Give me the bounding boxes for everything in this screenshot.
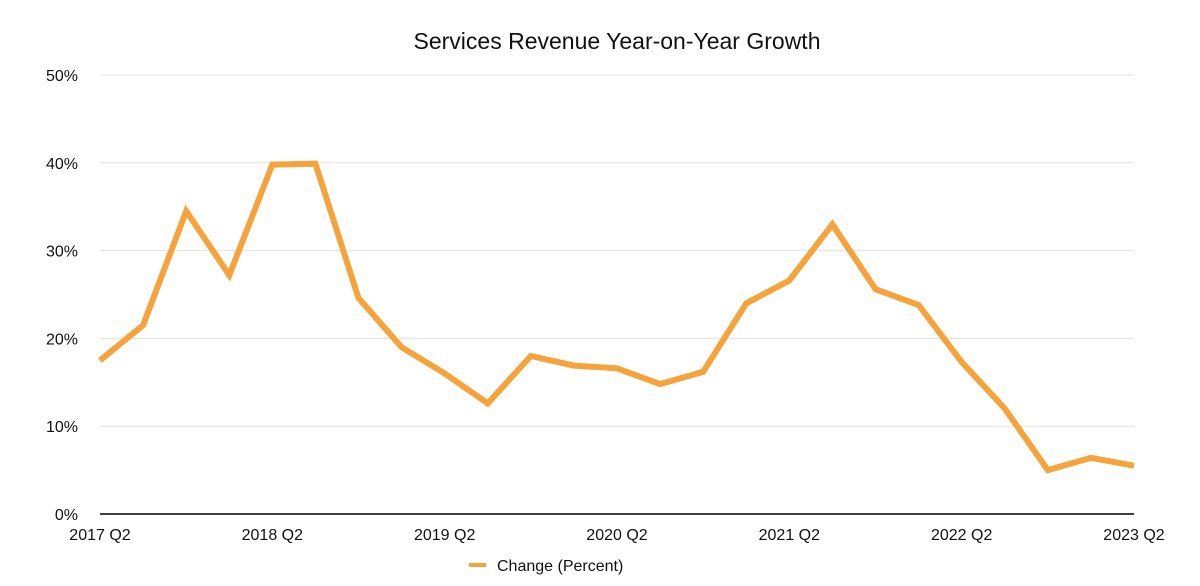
x-tick-label: 2019 Q2 <box>414 527 475 544</box>
chart-title: Services Revenue Year-on-Year Growth <box>414 28 821 54</box>
y-tick-label: 30% <box>46 244 78 261</box>
x-axis-ticks: 2017 Q2 2018 Q2 2019 Q2 2020 Q2 2021 Q2 2022 … <box>69 527 1164 544</box>
y-tick-label: 40% <box>46 156 78 173</box>
x-tick-label: 2021 Q2 <box>759 527 820 544</box>
legend-label: Change (Percent) <box>497 558 623 575</box>
series-layer <box>98 160 1135 474</box>
y-axis-ticks: 0% 10% 20% 30% 40% 50% <box>46 68 78 524</box>
x-tick-label: 2023 Q2 <box>1103 527 1164 544</box>
y-tick-label: 20% <box>46 331 78 348</box>
y-tick-label: 0% <box>55 507 78 524</box>
legend: Change (Percent) <box>469 558 623 575</box>
x-tick-label: 2018 Q2 <box>242 527 303 544</box>
x-tick-label: 2017 Q2 <box>69 527 130 544</box>
x-tick-label: 2020 Q2 <box>586 527 647 544</box>
grid-lines <box>100 74 1134 427</box>
x-tick-label: 2022 Q2 <box>931 527 992 544</box>
y-tick-label: 10% <box>46 419 78 436</box>
series-line <box>98 160 1135 474</box>
y-tick-label: 50% <box>46 68 78 85</box>
